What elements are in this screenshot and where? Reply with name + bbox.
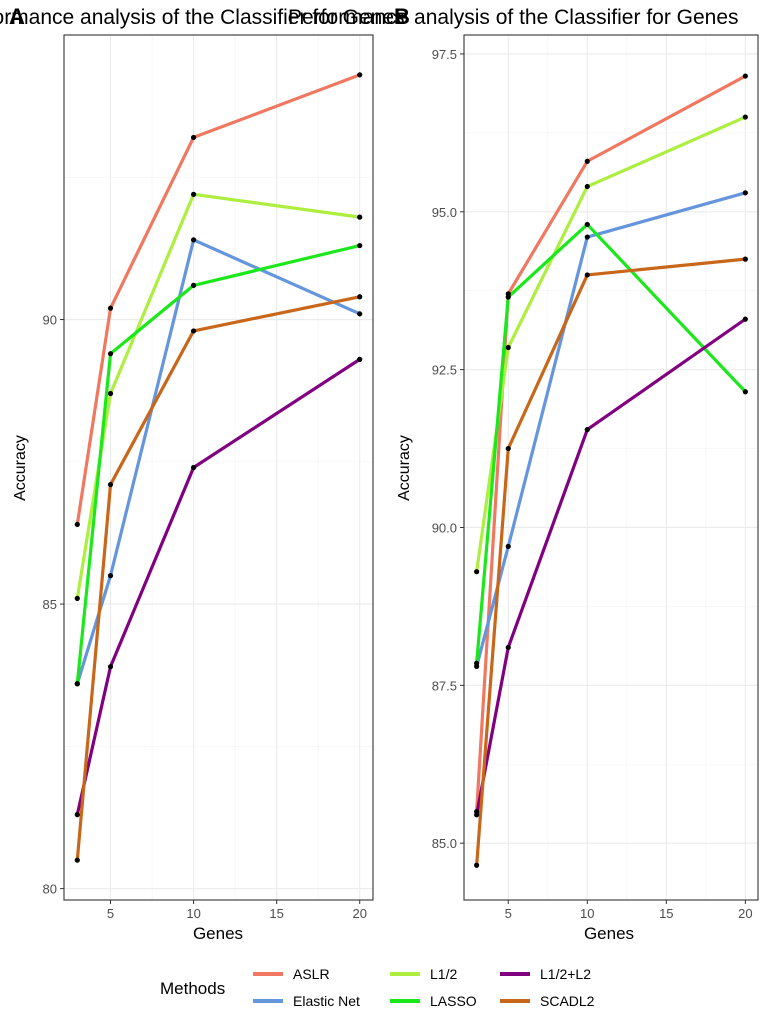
panel-b-point-aslr xyxy=(584,158,590,164)
panel-b-y-axis-title: Accuracy xyxy=(396,435,413,501)
panel-b-y-tick-label: 87.5 xyxy=(432,678,457,693)
panel-b-point-lasso xyxy=(742,389,748,395)
panel-a-series-scadl2 xyxy=(75,295,362,862)
panel-b-point-scadl2 xyxy=(505,445,511,452)
panel-b-point-l1-2-l2 xyxy=(505,644,511,651)
panel-b-plot: 5 10 15 20 85.0 87.5 90.0 92.5 95.0 97.5 xyxy=(432,34,759,921)
panel-b-y-tick-label: 90.0 xyxy=(432,520,457,535)
panel-b-point-l1-2 xyxy=(742,114,748,120)
panel-a-point-scadl2 xyxy=(190,328,197,334)
panel-a-point-l1-2-l2 xyxy=(74,812,80,818)
panel-a-point-l1-2-l2 xyxy=(107,664,114,670)
panel-b-x-tick-label: 20 xyxy=(738,906,752,921)
panel-a-point-aslr xyxy=(74,521,80,528)
panel-b-point-lasso xyxy=(505,294,511,300)
panel-b-point-scadl2 xyxy=(742,256,748,262)
panel-a-point-elastic-net xyxy=(357,311,363,317)
panel-a-point-l1-2-l2 xyxy=(357,356,363,362)
panel-b-title: Performance analysis of the Classifier f… xyxy=(288,6,739,29)
panel-b-series-aslr xyxy=(475,74,747,814)
panel-a-x-tick-label: 15 xyxy=(269,906,283,921)
panel-a-letter: A xyxy=(9,4,25,29)
legend-label-elastic-net: Elastic Net xyxy=(293,993,360,1009)
panel-b-letter: B xyxy=(394,4,410,29)
panel-b-point-l1-2-l2 xyxy=(584,427,590,433)
panel-a-point-lasso xyxy=(190,282,197,288)
legend-label-l12-l2: L1/2+L2 xyxy=(540,966,591,982)
panel-b-series-lasso xyxy=(475,222,747,665)
panel-b-series-l1-2 xyxy=(475,115,747,574)
panel-b-point-l1-2 xyxy=(584,183,590,190)
panel-a-point-aslr xyxy=(190,134,197,141)
panel-a-series-l1-2 xyxy=(75,192,362,600)
panel-a-series-aslr xyxy=(75,73,362,527)
panel-b-point-elastic-net xyxy=(505,543,511,550)
legend-label-lasso: LASSO xyxy=(430,993,477,1009)
panel-b-point-l1-2 xyxy=(505,344,511,351)
panel-b-point-l1-2 xyxy=(474,569,480,575)
panel-b-x-tick-label: 10 xyxy=(580,906,594,921)
panel-b-panel-border xyxy=(463,34,759,901)
panel-a-x-tick-label: 10 xyxy=(186,906,200,921)
legend-title: Methods xyxy=(160,979,225,998)
panel-b-point-aslr xyxy=(742,73,748,79)
panel-a-x-tick-label: 5 xyxy=(107,906,114,921)
panel-b-x-tick-label: 15 xyxy=(659,906,673,921)
legend: Methods ASLR Elastic Net L1/2 LASSO L1/2… xyxy=(160,966,595,1009)
panel-a-title: Performance analysis of the Classifier f… xyxy=(0,6,405,29)
panel-a-y-axis-title: Accuracy xyxy=(12,435,29,501)
panel-b: 5 10 15 20 85.0 87.5 90.0 92.5 95.0 97.5 Performa… xyxy=(288,4,759,943)
panel-a-y-tick-label: 85 xyxy=(43,597,57,612)
panel-b-y-tick-label: 85.0 xyxy=(432,836,457,851)
panel-b-y-tick-label: 97.5 xyxy=(432,47,457,62)
panel-a-point-lasso xyxy=(357,242,363,249)
panel-b-point-elastic-net xyxy=(742,190,748,196)
panel-a-x-axis-title: Genes xyxy=(193,924,243,943)
panel-a-point-aslr xyxy=(357,72,363,78)
panel-a-point-l1-2-l2 xyxy=(190,464,197,471)
panel-b-point-l1-2-l2 xyxy=(474,812,480,818)
panel-a-series-l1-2-l2 xyxy=(75,357,362,817)
panel-b-series-scadl2 xyxy=(475,257,747,867)
panel-a-panel-border xyxy=(63,34,374,901)
panel-a-point-elastic-net xyxy=(190,237,197,243)
legend-label-scadl2: SCADL2 xyxy=(540,993,595,1009)
panel-a-point-l1-2 xyxy=(190,191,197,197)
panel-a-point-elastic-net xyxy=(107,573,114,579)
panel-a-point-lasso xyxy=(74,681,80,687)
panel-a-y-tick-label: 80 xyxy=(43,882,57,897)
panel-b-y-tick-label: 95.0 xyxy=(432,205,457,220)
panel-b-point-scadl2 xyxy=(584,272,590,278)
panel-a: Performance analysis of the Classifier f… xyxy=(0,4,405,943)
panel-a-point-l1-2 xyxy=(107,390,114,397)
panel-a-point-scadl2 xyxy=(74,857,80,863)
panel-a-series-lasso xyxy=(75,243,362,686)
panel-b-y-tick-label: 92.5 xyxy=(432,363,457,378)
panel-a-point-aslr xyxy=(107,305,114,311)
panel-a-point-l1-2 xyxy=(74,595,80,601)
legend-label-l12: L1/2 xyxy=(430,966,457,982)
panel-b-point-lasso xyxy=(584,221,590,228)
panel-b-point-lasso xyxy=(474,660,480,666)
panel-a-plot: 5 10 15 20 80 85 90 xyxy=(43,34,374,921)
panel-b-point-scadl2 xyxy=(474,862,480,868)
panel-a-point-scadl2 xyxy=(357,294,363,300)
panel-b-x-axis-title: Genes xyxy=(584,924,634,943)
panel-a-point-scadl2 xyxy=(107,481,114,488)
legend-label-aslr: ASLR xyxy=(293,966,330,982)
panel-a-x-tick-label: 20 xyxy=(352,906,366,921)
panel-a-point-l1-2 xyxy=(357,214,363,220)
panel-b-x-tick-label: 5 xyxy=(505,906,512,921)
panel-b-point-l1-2-l2 xyxy=(742,316,748,322)
panel-b-point-elastic-net xyxy=(584,234,590,240)
panel-a-point-lasso xyxy=(107,351,114,357)
panel-b-series-l1-2-l2 xyxy=(475,317,747,817)
panel-a-y-tick-label: 90 xyxy=(43,313,57,328)
panel-b-series-elastic-net xyxy=(475,191,747,668)
